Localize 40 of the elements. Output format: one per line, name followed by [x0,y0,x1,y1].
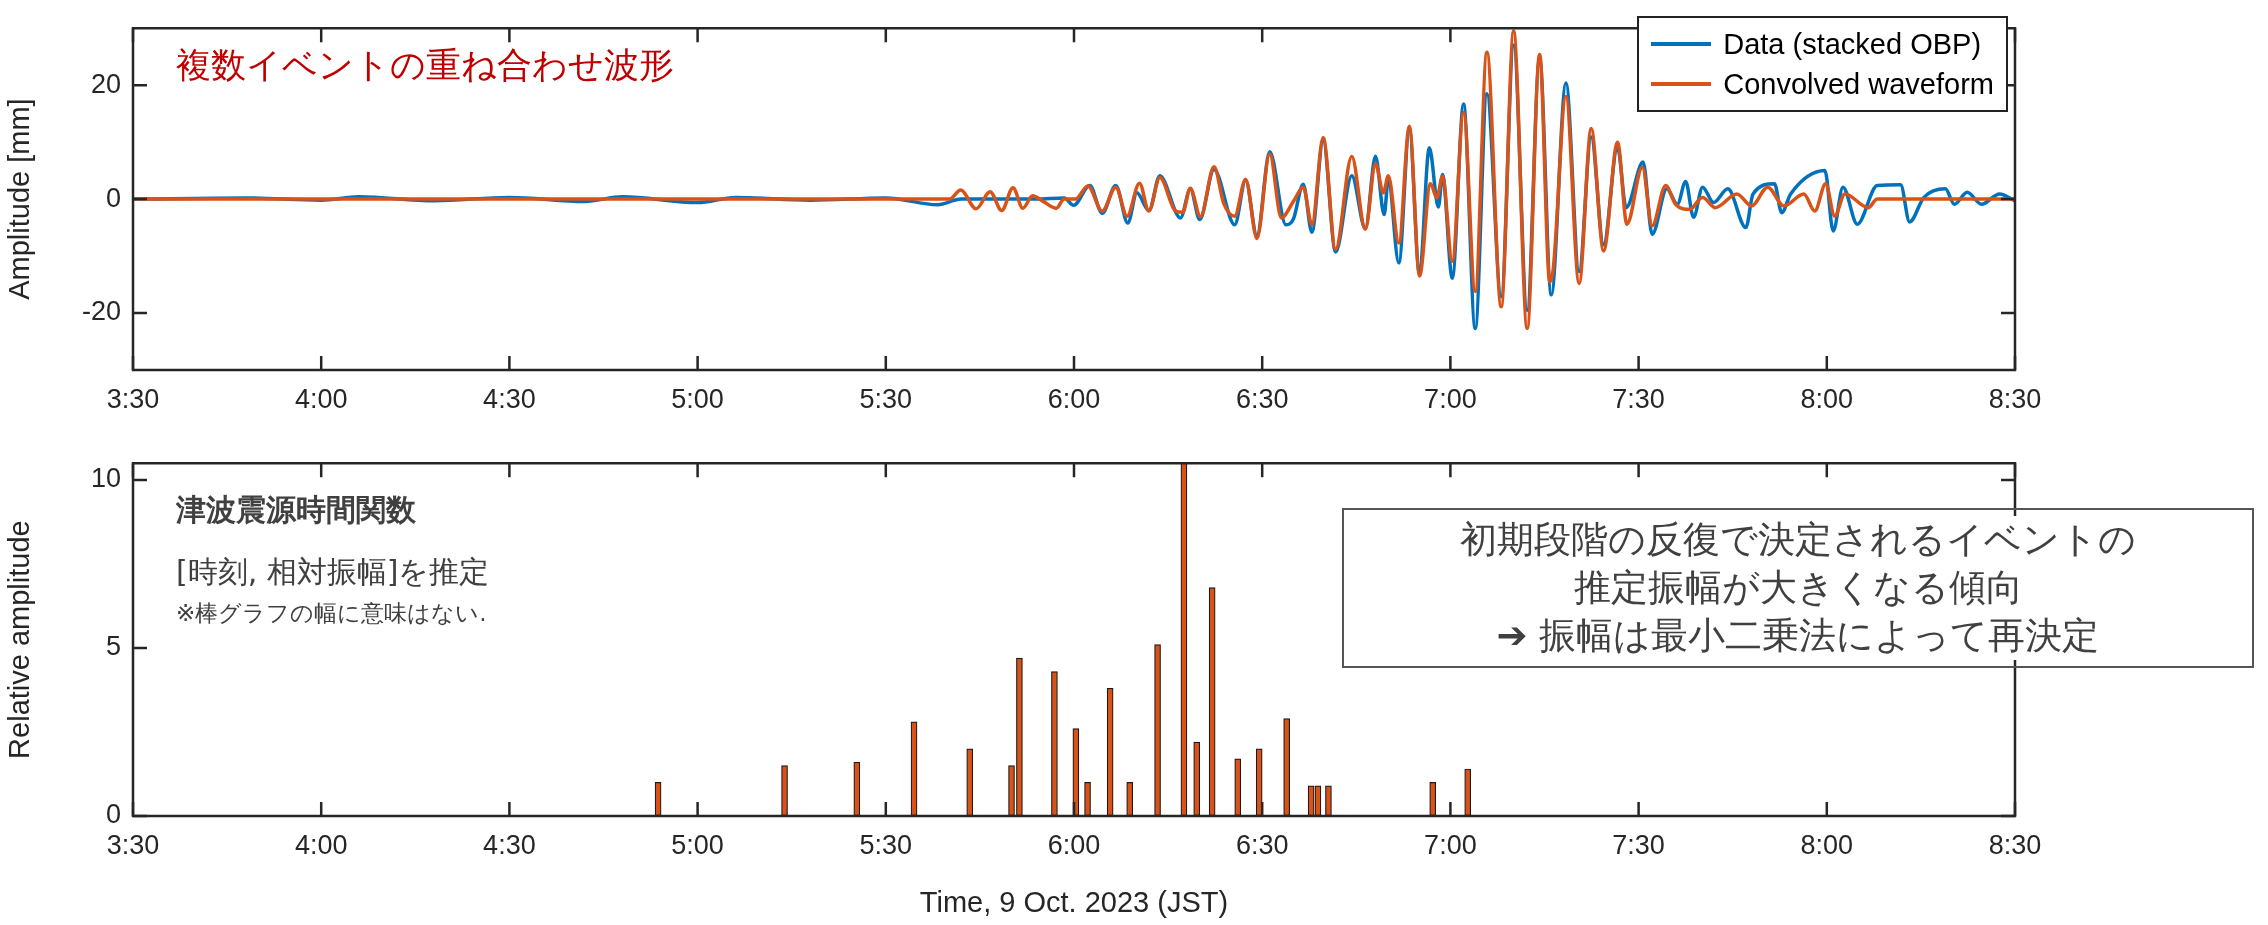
x-tick-label: 5:30 [859,383,913,414]
y-axis-title: Amplitude [mm] [3,98,36,300]
y-tick-label: 0 [105,799,121,830]
x-tick-label: 8:30 [1988,383,2042,414]
x-tick-label: 5:00 [671,829,724,860]
x-tick-label: 7:30 [1612,829,1665,860]
annotation: 複数イベントの重ね合わせ波形 [176,44,674,87]
x-tick-label: 8:00 [1800,829,1854,860]
y-tick-label: 20 [90,68,121,99]
y-axis-title: Relative amplitude [3,520,36,759]
text-box-frame: 初期段階の反復で決定されるイベントの推定振幅が大きくなる傾向 ➔ 振幅は最小二乗法によって再決定 [1342,508,2254,669]
x-tick-label: 4:30 [483,829,536,860]
x-tick-label: 7:00 [1424,383,1477,414]
annotation: 初期段階の反復で決定されるイベントの推定振幅が大きくなる傾向 [1453,516,2143,613]
x-tick-label: 5:00 [671,383,724,414]
annotation: 津波震源時間関数 [176,491,416,529]
x-tick-label: 6:00 [1047,829,1101,860]
x-tick-label: 4:30 [483,383,536,414]
y-tick-label: -20 [81,296,121,327]
x-tick-label: 6:30 [1235,383,1289,414]
annotation: ※棒グラフの幅に意味はない. [176,599,487,628]
x-tick-label: 3:30 [106,829,160,860]
x-tick-label: 3:30 [106,383,160,414]
x-tick-label: 4:00 [294,383,348,414]
x-tick-label: 6:30 [1235,829,1289,860]
x-tick-label: 4:00 [294,829,348,860]
y-tick-label: 5 [105,631,121,662]
x-axis-title: Time, 9 Oct. 2023 (JST) [919,885,1229,918]
x-tick-label: 8:00 [1800,383,1854,414]
annotation: [時刻, 相対振幅]を推定 [176,553,490,591]
annotation: ➔ 振幅は最小二乗法によって再決定 [1496,612,2100,661]
legend-label: Convolved waveform [1723,67,1994,101]
x-tick-label: 7:00 [1424,829,1477,860]
x-tick-label: 6:00 [1047,383,1101,414]
x-tick-label: 8:30 [1988,829,2042,860]
legend-label: Data (stacked OBP) [1723,27,1982,61]
y-tick-label: 10 [90,463,121,494]
x-tick-label: 5:30 [859,829,913,860]
y-tick-label: 0 [105,182,121,213]
x-tick-label: 7:30 [1612,383,1665,414]
